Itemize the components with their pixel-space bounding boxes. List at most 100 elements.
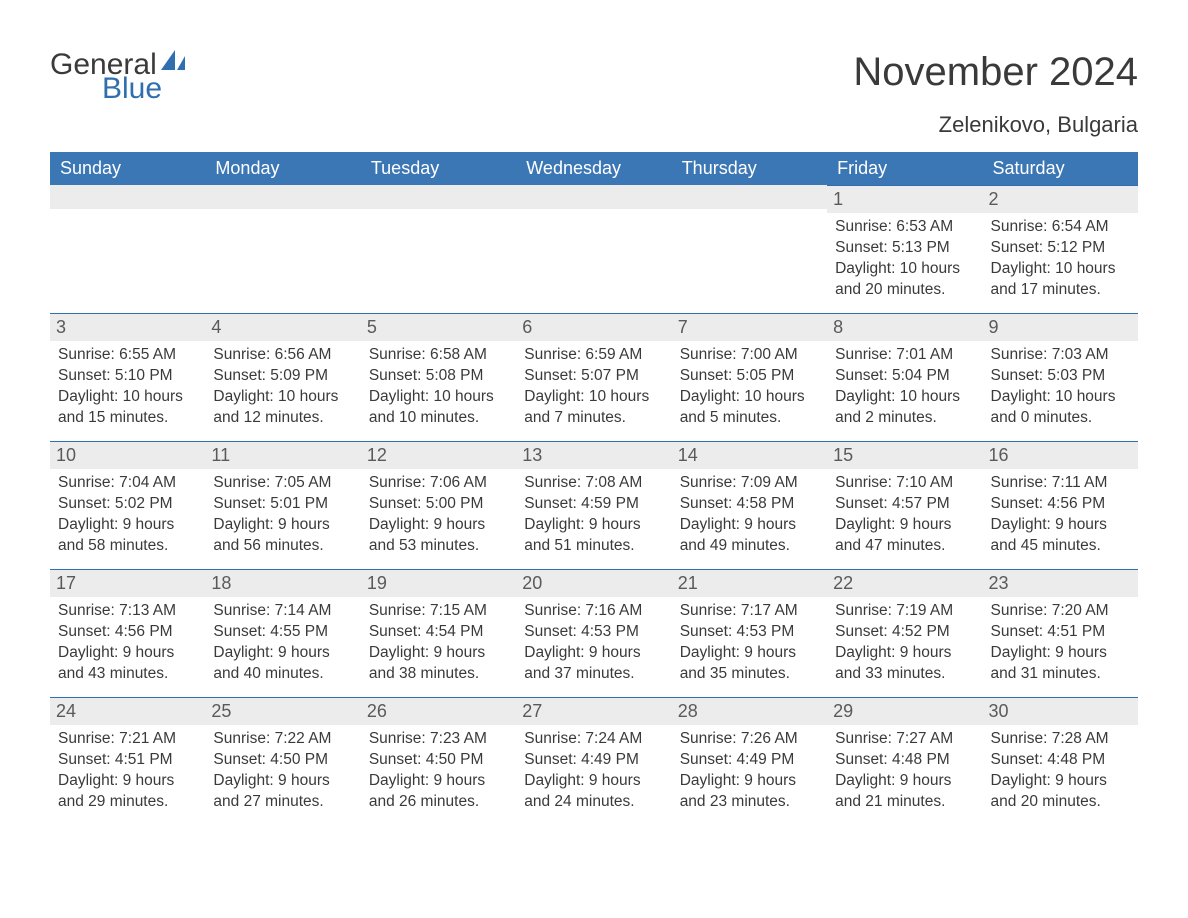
day-cell: 18Sunrise: 7:14 AMSunset: 4:55 PMDayligh… bbox=[205, 569, 360, 697]
day-info: Sunrise: 7:01 AMSunset: 5:04 PMDaylight:… bbox=[835, 345, 974, 429]
day-info: Sunrise: 6:53 AMSunset: 5:13 PMDaylight:… bbox=[835, 217, 974, 301]
day-info: Sunrise: 7:20 AMSunset: 4:51 PMDaylight:… bbox=[991, 601, 1130, 685]
week-row: 1 Sunrise: 6:53 AMSunset: 5:13 PMDaylight… bbox=[50, 185, 1138, 313]
day-number: 30 bbox=[989, 701, 1009, 721]
day-number: 6 bbox=[522, 317, 532, 337]
day-of-week-header: Sunday Monday Tuesday Wednesday Thursday… bbox=[50, 152, 1138, 185]
day-info: Sunrise: 7:21 AMSunset: 4:51 PMDaylight:… bbox=[58, 729, 197, 813]
sunrise-line: Sunrise: 7:05 AM bbox=[213, 473, 352, 494]
daylight-line: Daylight: 9 hours and 24 minutes. bbox=[524, 771, 663, 813]
day-number-band: 24 bbox=[50, 697, 205, 725]
day-info: Sunrise: 6:56 AMSunset: 5:09 PMDaylight:… bbox=[213, 345, 352, 429]
day-number-band: 30 bbox=[983, 697, 1138, 725]
day-number: 19 bbox=[367, 573, 387, 593]
daylight-line: Daylight: 9 hours and 27 minutes. bbox=[213, 771, 352, 813]
daylight-line: Daylight: 9 hours and 53 minutes. bbox=[369, 515, 508, 557]
sunrise-line: Sunrise: 7:28 AM bbox=[991, 729, 1130, 750]
day-number-band: 25 bbox=[205, 697, 360, 725]
day-info: Sunrise: 7:13 AMSunset: 4:56 PMDaylight:… bbox=[58, 601, 197, 685]
sunrise-line: Sunrise: 7:17 AM bbox=[680, 601, 819, 622]
sunrise-line: Sunrise: 7:15 AM bbox=[369, 601, 508, 622]
day-number-band: 29 bbox=[827, 697, 982, 725]
daylight-line: Daylight: 10 hours and 5 minutes. bbox=[680, 387, 819, 429]
day-cell: 5Sunrise: 6:58 AMSunset: 5:08 PMDaylight… bbox=[361, 313, 516, 441]
dow-friday: Friday bbox=[827, 152, 982, 185]
day-number: 24 bbox=[56, 701, 76, 721]
location-subtitle: Zelenikovo, Bulgaria bbox=[50, 112, 1138, 138]
day-number-band bbox=[672, 185, 827, 209]
sunset-line: Sunset: 5:09 PM bbox=[213, 366, 352, 387]
sunrise-line: Sunrise: 6:54 AM bbox=[991, 217, 1130, 238]
sunset-line: Sunset: 4:49 PM bbox=[680, 750, 819, 771]
day-cell: 4 Sunrise: 6:56 AMSunset: 5:09 PMDaylight… bbox=[205, 313, 360, 441]
sunset-line: Sunset: 4:53 PM bbox=[680, 622, 819, 643]
day-number-band: 12 bbox=[361, 441, 516, 469]
day-info: Sunrise: 7:00 AMSunset: 5:05 PMDaylight:… bbox=[680, 345, 819, 429]
day-number: 1 bbox=[833, 189, 843, 209]
sunset-line: Sunset: 5:07 PM bbox=[524, 366, 663, 387]
daylight-line: Daylight: 9 hours and 20 minutes. bbox=[991, 771, 1130, 813]
day-cell: 6Sunrise: 6:59 AMSunset: 5:07 PMDaylight… bbox=[516, 313, 671, 441]
sunrise-line: Sunrise: 7:23 AM bbox=[369, 729, 508, 750]
sunrise-line: Sunrise: 7:27 AM bbox=[835, 729, 974, 750]
day-cell: 11 Sunrise: 7:05 AMSunset: 5:01 PMDayligh… bbox=[205, 441, 360, 569]
day-cell: 21Sunrise: 7:17 AMSunset: 4:53 PMDayligh… bbox=[672, 569, 827, 697]
day-info: Sunrise: 7:15 AMSunset: 4:54 PMDaylight:… bbox=[369, 601, 508, 685]
day-number: 9 bbox=[989, 317, 999, 337]
day-cell: 16Sunrise: 7:11 AMSunset: 4:56 PMDayligh… bbox=[983, 441, 1138, 569]
day-number-band bbox=[516, 185, 671, 209]
daylight-line: Daylight: 10 hours and 20 minutes. bbox=[835, 259, 974, 301]
sunrise-line: Sunrise: 7:26 AM bbox=[680, 729, 819, 750]
sunset-line: Sunset: 5:12 PM bbox=[991, 238, 1130, 259]
day-number-band: 13 bbox=[516, 441, 671, 469]
day-number-band: 4 bbox=[205, 313, 360, 341]
sunset-line: Sunset: 4:48 PM bbox=[835, 750, 974, 771]
sunset-line: Sunset: 5:10 PM bbox=[58, 366, 197, 387]
day-number-band: 23 bbox=[983, 569, 1138, 597]
day-number-band: 9 bbox=[983, 313, 1138, 341]
week-row: 24 Sunrise: 7:21 AMSunset: 4:51 PMDayligh… bbox=[50, 697, 1138, 825]
day-info: Sunrise: 7:24 AMSunset: 4:49 PMDaylight:… bbox=[524, 729, 663, 813]
sunrise-line: Sunrise: 7:00 AM bbox=[680, 345, 819, 366]
daylight-line: Daylight: 9 hours and 56 minutes. bbox=[213, 515, 352, 557]
daylight-line: Daylight: 9 hours and 29 minutes. bbox=[58, 771, 197, 813]
day-cell: 7 Sunrise: 7:00 AMSunset: 5:05 PMDaylight… bbox=[672, 313, 827, 441]
sunrise-line: Sunrise: 7:14 AM bbox=[213, 601, 352, 622]
day-number: 28 bbox=[678, 701, 698, 721]
day-cell: 12Sunrise: 7:06 AMSunset: 5:00 PMDayligh… bbox=[361, 441, 516, 569]
day-info: Sunrise: 7:04 AMSunset: 5:02 PMDaylight:… bbox=[58, 473, 197, 557]
calendar: Sunday Monday Tuesday Wednesday Thursday… bbox=[50, 152, 1138, 825]
day-number-band bbox=[205, 185, 360, 209]
day-number-band: 11 bbox=[205, 441, 360, 469]
dow-monday: Monday bbox=[205, 152, 360, 185]
day-cell: 28Sunrise: 7:26 AMSunset: 4:49 PMDayligh… bbox=[672, 697, 827, 825]
sunrise-line: Sunrise: 7:19 AM bbox=[835, 601, 974, 622]
day-number: 29 bbox=[833, 701, 853, 721]
sunset-line: Sunset: 5:01 PM bbox=[213, 494, 352, 515]
day-cell: 10 Sunrise: 7:04 AMSunset: 5:02 PMDayligh… bbox=[50, 441, 205, 569]
day-number: 4 bbox=[211, 317, 221, 337]
day-number: 22 bbox=[833, 573, 853, 593]
day-number: 13 bbox=[522, 445, 542, 465]
day-number-band: 10 bbox=[50, 441, 205, 469]
daylight-line: Daylight: 9 hours and 45 minutes. bbox=[991, 515, 1130, 557]
day-info: Sunrise: 7:09 AMSunset: 4:58 PMDaylight:… bbox=[680, 473, 819, 557]
sunrise-line: Sunrise: 6:59 AM bbox=[524, 345, 663, 366]
sunset-line: Sunset: 5:03 PM bbox=[991, 366, 1130, 387]
week-row: 3Sunrise: 6:55 AMSunset: 5:10 PMDaylight… bbox=[50, 313, 1138, 441]
sunset-line: Sunset: 5:08 PM bbox=[369, 366, 508, 387]
day-number: 15 bbox=[833, 445, 853, 465]
day-number-band: 18 bbox=[205, 569, 360, 597]
day-number-band: 7 bbox=[672, 313, 827, 341]
sunset-line: Sunset: 4:57 PM bbox=[835, 494, 974, 515]
day-number: 14 bbox=[678, 445, 698, 465]
day-cell: 26Sunrise: 7:23 AMSunset: 4:50 PMDayligh… bbox=[361, 697, 516, 825]
daylight-line: Daylight: 10 hours and 0 minutes. bbox=[991, 387, 1130, 429]
day-number: 3 bbox=[56, 317, 66, 337]
day-number: 18 bbox=[211, 573, 231, 593]
day-cell bbox=[672, 185, 827, 313]
day-info: Sunrise: 7:28 AMSunset: 4:48 PMDaylight:… bbox=[991, 729, 1130, 813]
day-info: Sunrise: 7:05 AMSunset: 5:01 PMDaylight:… bbox=[213, 473, 352, 557]
sunrise-line: Sunrise: 7:21 AM bbox=[58, 729, 197, 750]
daylight-line: Daylight: 9 hours and 40 minutes. bbox=[213, 643, 352, 685]
